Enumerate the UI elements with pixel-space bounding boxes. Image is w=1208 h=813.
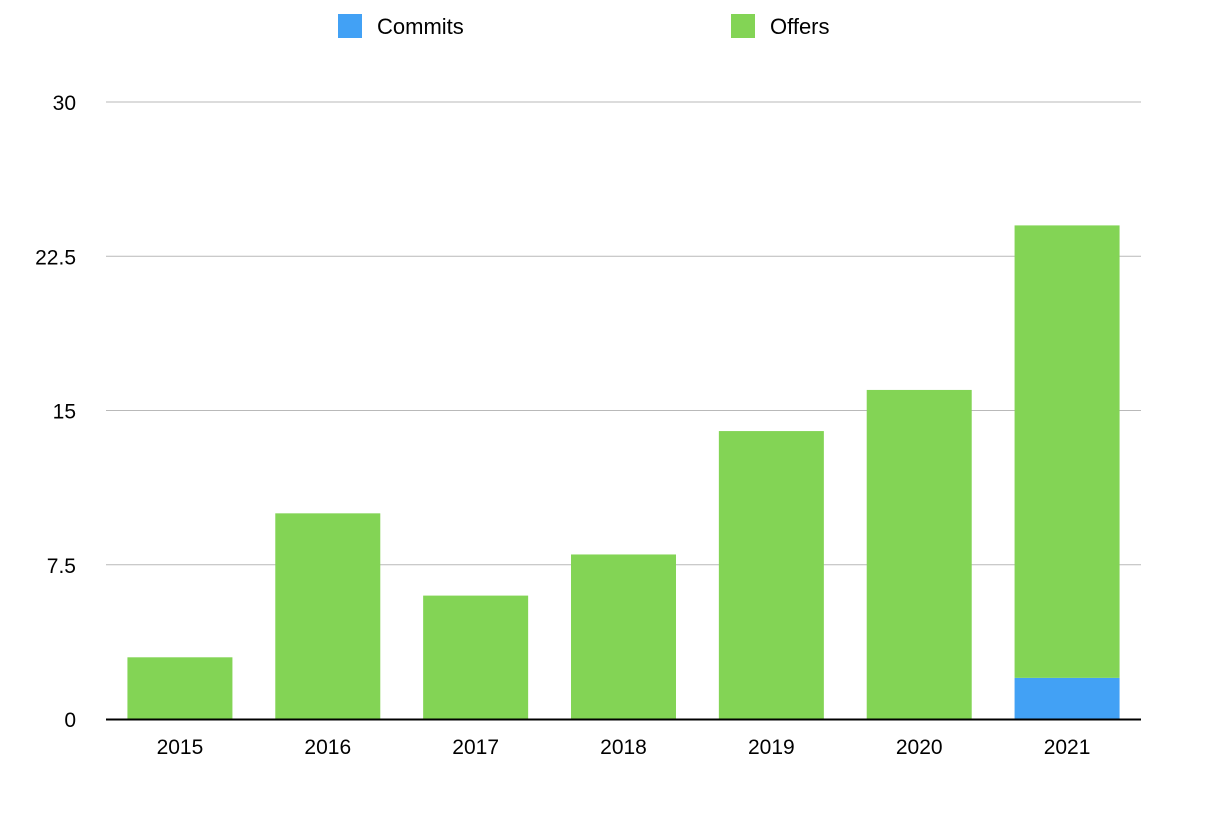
y-tick-label: 30 [53,92,76,115]
bar-offers-2019 [718,431,824,719]
y-tick-label: 15 [53,401,76,424]
x-tick-label: 2020 [896,736,943,759]
x-tick-label: 2017 [452,736,499,759]
x-tick-label: 2019 [748,736,795,759]
x-tick-label: 2021 [1044,736,1091,759]
bar-offers-2020 [866,389,972,719]
legend-label-offers: Offers [770,14,830,39]
bar-offers-2018 [571,554,676,719]
bars [127,225,1120,719]
x-tick-label: 2018 [600,736,647,759]
y-tick-label: 0 [64,709,76,732]
axes: 0 7.5 15 22.5 30 2015 2016 2017 2018 2019 2020 2021 [35,92,1141,759]
gridlines [106,101,1141,566]
x-tick-label: 2016 [304,736,351,759]
legend-label-commits: Commits [377,14,464,39]
legend: Commits Offers [338,14,830,39]
bar-commits-2021 [1014,677,1120,719]
y-tick-label: 22.5 [35,246,76,269]
legend-swatch-offers [731,14,755,38]
bar-offers-2017 [423,595,529,719]
y-tick-label: 7.5 [47,555,76,578]
x-tick-label: 2015 [157,736,204,759]
bar-offers-2016 [275,513,381,719]
bar-offers-2021 [1014,225,1120,678]
legend-swatch-commits [338,14,362,38]
bar-offers-2015 [127,657,233,719]
